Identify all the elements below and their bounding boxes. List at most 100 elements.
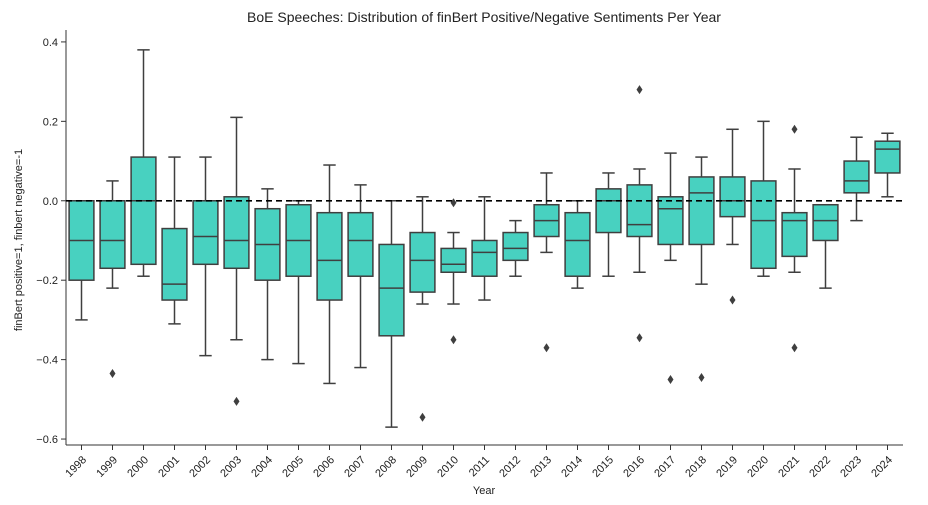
box-2022 <box>812 203 839 289</box>
box-2023 <box>843 136 870 222</box>
x-tick-label: 2019 <box>714 454 740 480</box>
box-2015 <box>595 172 622 277</box>
box-2011 <box>471 196 498 301</box>
box-iqr <box>657 196 684 246</box>
box-2006 <box>316 164 343 385</box>
x-tick-label: 2001 <box>156 454 182 480</box>
x-tick-label: 2011 <box>467 454 492 479</box>
box-iqr <box>347 211 374 277</box>
x-tick-label: 2020 <box>745 454 771 480</box>
box-iqr <box>626 184 653 238</box>
box-2000 <box>130 49 157 277</box>
outlier-point <box>636 85 643 95</box>
box-2020 <box>750 120 777 277</box>
y-tick-label: 0.2 <box>43 116 58 128</box>
outlier-point <box>109 369 116 379</box>
x-tick-label: 2006 <box>311 454 337 480</box>
outlier-point <box>791 343 798 353</box>
x-tick-label: 2018 <box>683 454 709 480</box>
outlier-point <box>419 412 426 422</box>
box-iqr <box>688 176 715 246</box>
outlier-point <box>543 343 550 353</box>
box-2019 <box>719 128 746 305</box>
box-2021 <box>781 124 808 353</box>
box-iqr <box>781 211 808 258</box>
x-tick-label: 2004 <box>249 454 275 480</box>
x-tick-label: 2003 <box>218 454 244 480</box>
box-iqr <box>843 160 870 194</box>
outlier-point <box>636 333 643 343</box>
x-tick-label: 2016 <box>621 454 647 480</box>
outlier-point <box>698 372 705 382</box>
box-iqr <box>719 176 746 218</box>
outlier-point <box>450 198 457 208</box>
outlier-point <box>729 295 736 305</box>
box-2024 <box>874 132 901 198</box>
box-iqr <box>750 180 777 270</box>
x-axis-title: Year <box>473 485 496 497</box>
box-2014 <box>564 200 591 289</box>
box-iqr <box>378 243 405 337</box>
x-tick-label: 2015 <box>590 454 616 480</box>
x-tick-label: 2008 <box>373 454 399 480</box>
box-2008 <box>378 200 405 428</box>
x-tick-label: 2023 <box>838 454 864 480</box>
box-2009 <box>409 196 436 422</box>
x-tick-label: 2002 <box>187 454 213 480</box>
box-2012 <box>502 219 529 277</box>
box-2010 <box>440 198 467 345</box>
x-tick-label: 2007 <box>342 454 368 480</box>
box-iqr <box>440 247 467 273</box>
box-2002 <box>192 156 219 357</box>
y-tick-label: 0.4 <box>43 37 58 49</box>
y-tick-label: 0.0 <box>43 196 58 208</box>
box-iqr <box>812 203 839 242</box>
box-iqr <box>130 156 157 266</box>
box-iqr <box>502 231 529 262</box>
box-1998 <box>68 200 95 321</box>
x-tick-label: 2005 <box>280 454 306 480</box>
y-axis-title: finBert positive=1, finbert negative=-1 <box>13 149 25 331</box>
box-2003 <box>223 116 250 406</box>
box-iqr <box>316 211 343 301</box>
x-tick-label: 2013 <box>528 454 554 480</box>
box-2017 <box>657 152 684 384</box>
outlier-point <box>233 396 240 406</box>
x-tick-label: 2014 <box>559 454 585 480</box>
chart-title: BoE Speeches: Distribution of finBert Po… <box>247 9 721 25</box>
x-tick-label: 2022 <box>807 454 833 480</box>
box-2013 <box>533 172 560 353</box>
box-iqr <box>192 200 219 266</box>
box-2005 <box>285 200 312 365</box>
outlier-point <box>667 374 674 384</box>
x-tick-label: 2012 <box>497 454 523 480</box>
box-iqr <box>564 211 591 277</box>
box-iqr <box>874 140 901 174</box>
box-2016 <box>626 85 653 343</box>
box-2007 <box>347 184 374 369</box>
box-iqr <box>595 188 622 234</box>
box-2001 <box>161 156 188 325</box>
x-tick-label: 2000 <box>125 454 151 480</box>
box-1999 <box>99 180 126 379</box>
y-tick-label: −0.4 <box>36 355 58 367</box>
outlier-point <box>791 124 798 134</box>
x-tick-label: 2021 <box>776 454 802 480</box>
box-iqr <box>409 231 436 293</box>
x-tick-label: 2017 <box>652 454 678 480</box>
box-iqr <box>99 200 126 270</box>
box-iqr <box>471 239 498 277</box>
x-tick-label: 2010 <box>435 454 461 480</box>
x-tick-label: 2024 <box>869 454 895 480</box>
box-iqr <box>161 227 188 301</box>
x-tick-label: 1998 <box>63 454 89 480</box>
box-2018 <box>688 156 715 382</box>
x-tick-label: 1999 <box>94 454 120 480</box>
outlier-point <box>450 335 457 345</box>
y-tick-label: −0.2 <box>36 275 58 287</box>
y-tick-label: −0.6 <box>36 434 58 446</box>
x-tick-label: 2009 <box>404 454 430 480</box>
